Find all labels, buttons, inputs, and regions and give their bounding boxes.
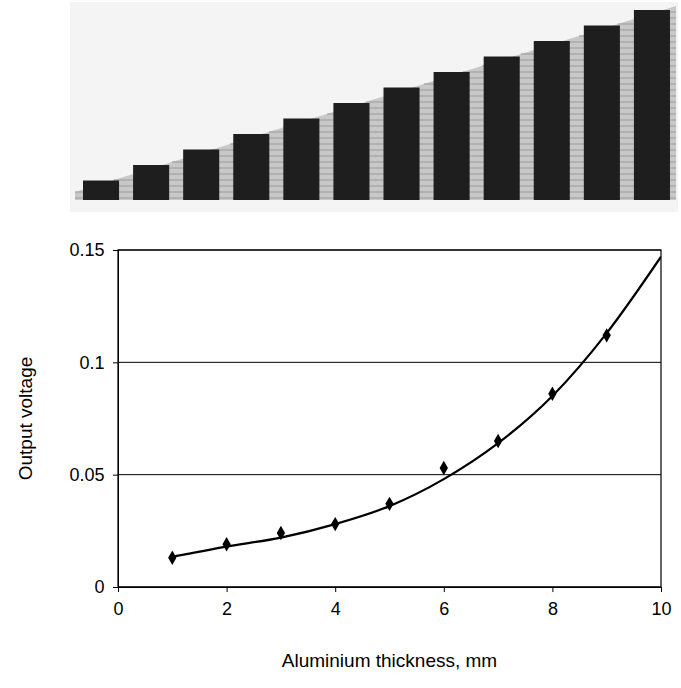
grid-line: [118, 474, 661, 475]
tick-label: 10: [651, 599, 671, 619]
tick-mark: [113, 362, 118, 363]
wedge-block: [333, 103, 369, 200]
tick: 0.15: [70, 240, 118, 260]
wedge-block: [584, 26, 620, 201]
tick-mark: [444, 587, 445, 592]
data-point: [222, 537, 230, 551]
tick-label: 8: [548, 599, 558, 619]
tick: 0.05: [70, 465, 118, 485]
x-axis-title: Aluminium thickness, mm: [282, 650, 497, 671]
tick-label: 0.15: [70, 240, 105, 260]
tick: 6: [439, 587, 449, 619]
data-point: [168, 551, 176, 565]
step-wedge-photo: [70, 2, 678, 212]
tick: 0: [95, 577, 118, 597]
grid: [118, 250, 661, 587]
wedge-block: [83, 181, 119, 201]
wedge-block: [534, 41, 570, 200]
tick-label: 0: [95, 577, 105, 597]
wedge-block: [133, 165, 169, 200]
tick: 0: [113, 587, 123, 619]
wedge-block: [233, 134, 269, 200]
wedge-stripe: [385, 96, 676, 97]
tick: 2: [222, 587, 232, 619]
tick-mark: [113, 250, 118, 251]
photo-background: [70, 2, 678, 212]
plot-area: [168, 257, 661, 565]
y-axis-title: Output voltage: [15, 357, 36, 481]
tick-mark: [113, 587, 118, 588]
tick-label: 0: [113, 599, 123, 619]
trend-line: [172, 257, 661, 557]
x-axis: 0 2 4 6 8 10: [113, 587, 671, 619]
tick-label: 6: [439, 599, 449, 619]
tick-label: 0.05: [70, 465, 105, 485]
tick-label: 0.1: [80, 353, 105, 373]
wedge-block: [384, 88, 420, 201]
tick-mark: [661, 587, 662, 592]
tick-mark: [113, 475, 118, 476]
tick: 8: [548, 587, 558, 619]
tick: 0.1: [80, 353, 118, 373]
tick-mark: [552, 587, 553, 592]
wedge-block: [484, 57, 520, 201]
tick-mark: [335, 587, 336, 592]
tick-mark: [227, 587, 228, 592]
y-axis: 0 0.05 0.1 0.15: [70, 240, 119, 597]
axis-line: [119, 588, 662, 593]
wedge-block: [283, 119, 319, 201]
data-point: [440, 461, 448, 475]
plot-frame: [118, 250, 661, 587]
tick-label: 4: [331, 599, 341, 619]
axis-line: [113, 251, 119, 588]
wedge-body: [75, 6, 676, 200]
chart: 0 2 4 6 8 10 0 0.05 0.1 0.15 Aluminium thickness, …: [0, 0, 681, 688]
wedge-block: [183, 150, 219, 201]
wedge-block: [434, 72, 470, 200]
tick-label: 2: [222, 599, 232, 619]
wedge-block: [634, 10, 670, 200]
tick: 4: [331, 587, 341, 619]
tick: 10: [651, 587, 671, 619]
grid-line: [118, 362, 661, 363]
